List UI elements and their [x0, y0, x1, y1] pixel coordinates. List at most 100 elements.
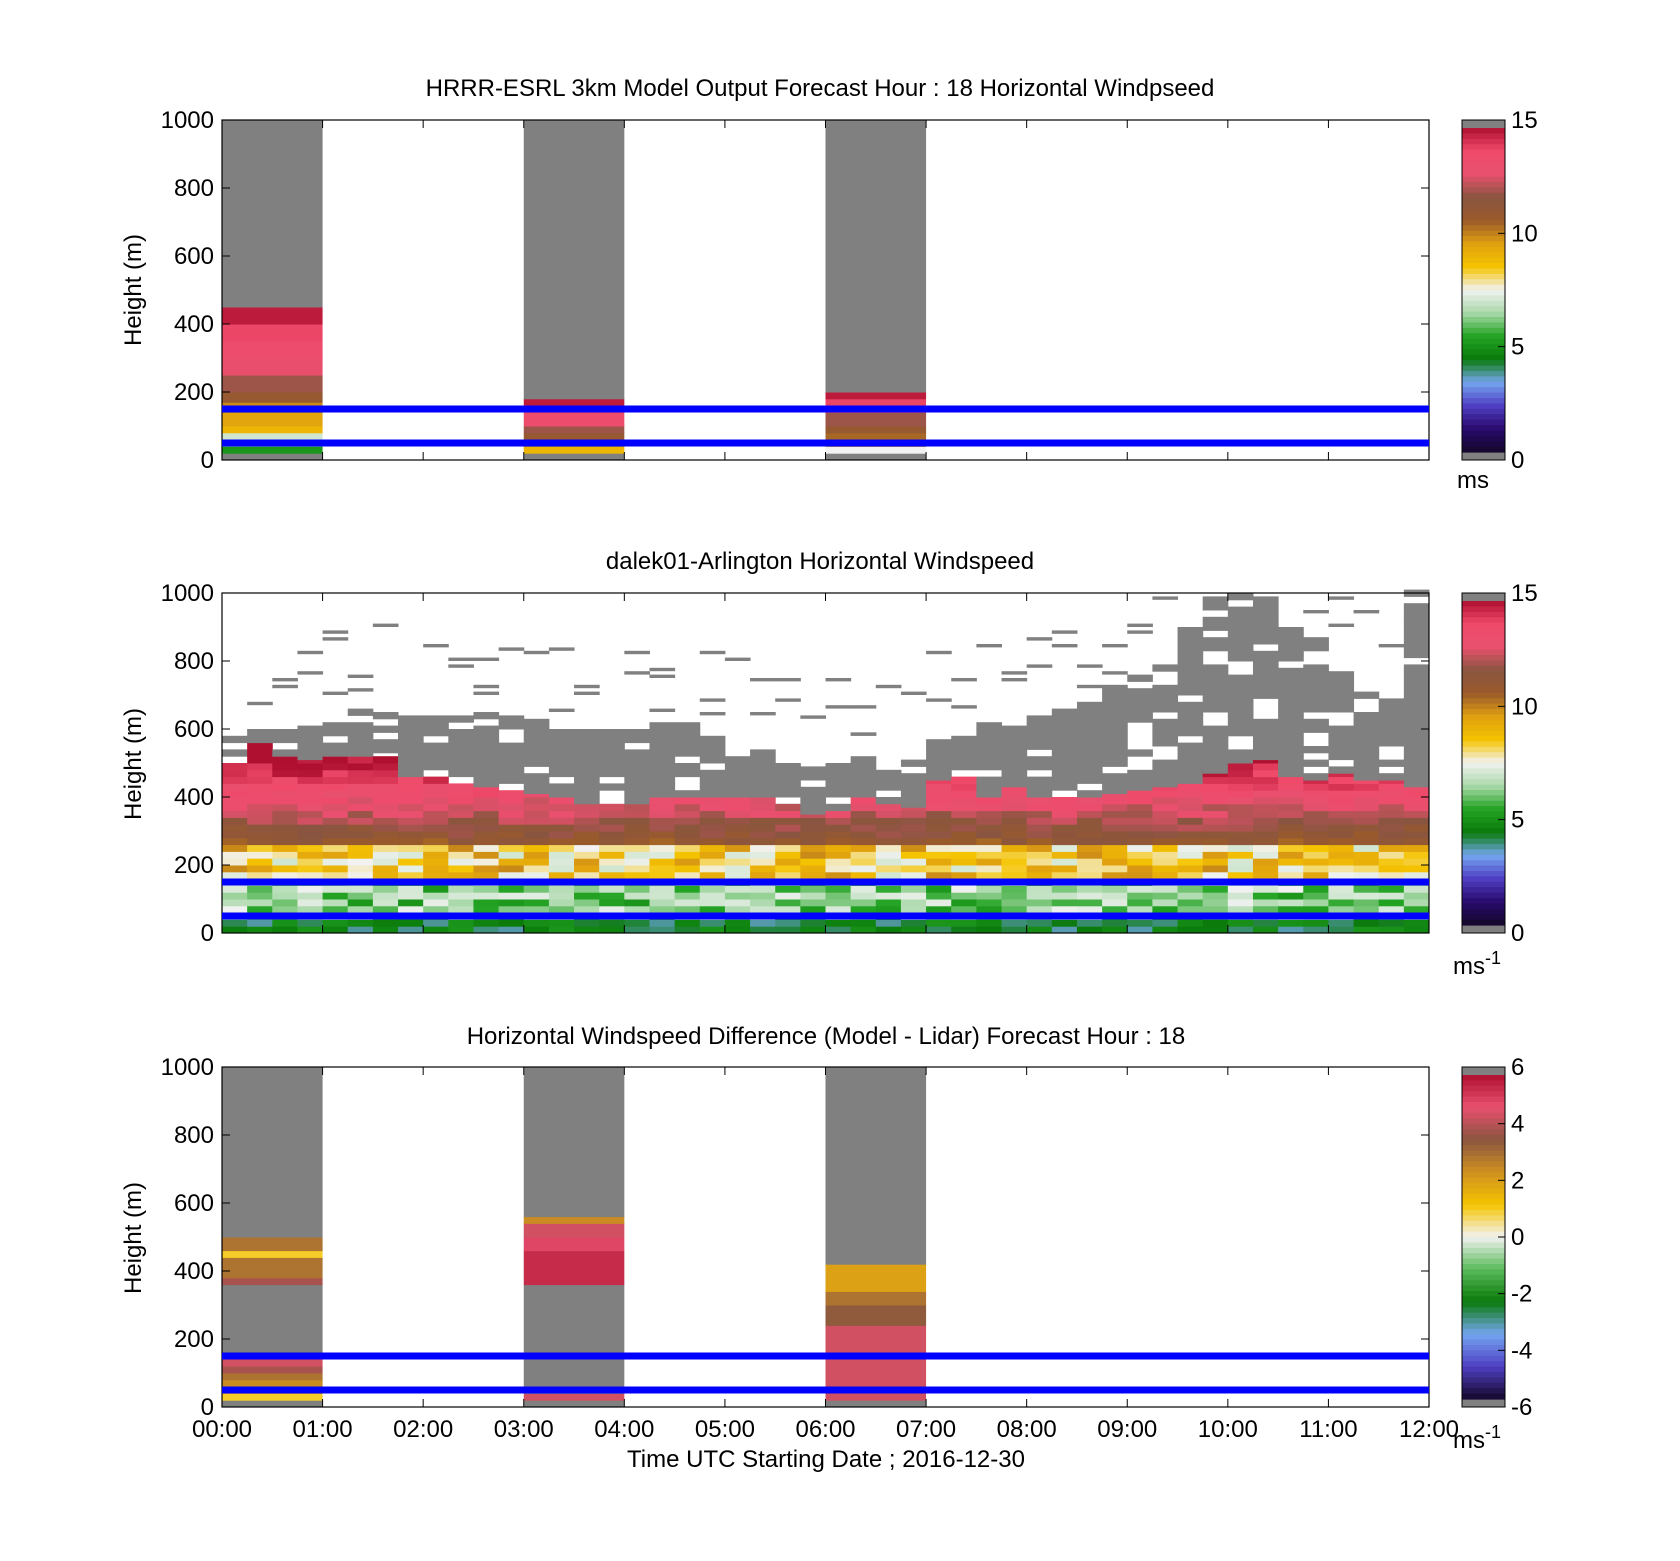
lidar-cell: [1303, 885, 1329, 893]
lidar-missing-cell: [372, 725, 399, 733]
lidar-cell: [1278, 899, 1304, 907]
lidar-cell: [423, 851, 449, 859]
lidar-cell: [222, 763, 248, 771]
lidar-cell: [548, 905, 575, 914]
lidar-missing-cell: [926, 752, 952, 761]
lidar-cell: [548, 892, 575, 900]
lidar-cell: [1152, 892, 1179, 900]
lidar-missing-cell: [523, 725, 550, 733]
lidar-cell: [1353, 783, 1380, 791]
lidar-cell: [322, 803, 349, 812]
lidar-cell: [900, 817, 927, 825]
y-tick-label: 0: [201, 447, 214, 474]
lidar-cell: [247, 769, 273, 778]
lidar-cell: [398, 851, 424, 859]
lidar-missing-cell: [574, 742, 600, 750]
lidar-cell: [1328, 797, 1355, 805]
lidar-missing-cell: [1403, 698, 1430, 706]
lidar-cell: [1378, 844, 1405, 852]
lidar-cell: [272, 790, 298, 798]
colorbar-swatch: [1462, 1215, 1505, 1222]
lidar-missing-cell: [699, 769, 726, 778]
lidar-cell: [800, 871, 826, 880]
lidar-cell: [800, 824, 826, 832]
lidar-missing-cell: [850, 756, 877, 764]
lidar-missing-cell: [1403, 746, 1430, 754]
colorbar-swatch: [1462, 225, 1505, 232]
lidar-cell: [1152, 844, 1179, 852]
lidar-cell: [951, 790, 977, 798]
lidar-missing-cell: [1328, 732, 1355, 740]
lidar-cell: [699, 824, 726, 832]
colorbar-swatch: [1462, 408, 1505, 415]
colorbar-swatch: [1462, 344, 1505, 350]
lidar-missing-cell: [1102, 739, 1128, 747]
lidar-cell: [850, 905, 877, 914]
lidar-missing-cell: [1303, 644, 1329, 652]
lidar-cell: [1403, 905, 1430, 914]
colorbar-under: [1462, 452, 1505, 460]
lidar-missing-cell: [649, 749, 676, 757]
lidar-missing-cell: [1227, 756, 1254, 764]
lidar-missing-cell: [1001, 752, 1028, 761]
lidar-cell: [900, 885, 927, 893]
colorbar-swatch: [1462, 209, 1505, 215]
lidar-cell: [750, 817, 776, 825]
data-cell: [825, 398, 927, 407]
x-tick-label: 04:00: [594, 1416, 654, 1443]
lidar-missing-cell: [1026, 715, 1053, 723]
lidar-cell: [926, 905, 952, 914]
lidar-missing-cell: [1152, 705, 1179, 713]
colorbar-swatch: [1462, 1156, 1505, 1162]
colorbar-swatch: [1462, 1377, 1505, 1384]
lidar-cell: [900, 905, 927, 914]
lidar-cell: [724, 803, 751, 812]
lidar-missing-cell: [1328, 746, 1355, 754]
lidar-missing-cell: [1026, 722, 1053, 730]
lidar-missing-cell: [750, 756, 776, 764]
lidar-cell: [272, 919, 298, 927]
lidar-cell: [775, 858, 801, 866]
lidar-cell: [750, 871, 776, 880]
colorbar-swatch: [1462, 1210, 1505, 1216]
lidar-cell: [1102, 837, 1128, 846]
lidar-cell: [372, 865, 399, 873]
lidar-cell: [398, 797, 424, 805]
lidar-missing-cell: [1177, 756, 1204, 764]
lidar-missing-cell: [1278, 681, 1304, 689]
lidar-missing-cell: [1177, 667, 1204, 676]
lidar-missing-cell: [699, 742, 726, 750]
lidar-missing-cell: [926, 773, 952, 781]
lidar-missing-cell: [1278, 695, 1304, 703]
lidar-missing-cell: [448, 749, 474, 757]
lidar-cell: [398, 844, 424, 852]
lidar-cell: [1177, 831, 1204, 839]
lidar-missing-cell: [1227, 708, 1254, 716]
lidar-cell: [976, 851, 1003, 859]
lidar-cell: [1127, 810, 1153, 818]
lidar-cell: [1076, 797, 1103, 805]
colorbar-swatch: [1462, 398, 1505, 404]
lidar-missing-cell: [674, 735, 701, 744]
lidar-cell: [775, 905, 801, 914]
lidar-cell: [423, 858, 449, 866]
lidar-missing-cell: [574, 749, 600, 757]
lidar-cell: [649, 899, 676, 907]
lidar-cell: [1026, 844, 1053, 852]
colorbar-swatch: [1462, 387, 1505, 394]
lidar-cell: [1353, 790, 1380, 798]
lidar-cell: [423, 865, 449, 873]
lidar-cell: [1051, 905, 1078, 914]
lidar-cell: [900, 899, 927, 907]
lidar-cell: [574, 837, 600, 846]
lidar-missing-cell: [850, 776, 877, 784]
lidar-cell: [574, 831, 600, 839]
lidar-missing-cell: [1252, 623, 1279, 631]
lidar-cell: [875, 899, 902, 907]
lidar-cell: [1001, 831, 1028, 839]
lidar-cell: [649, 803, 676, 812]
lidar-cell: [1127, 905, 1153, 914]
data-cell: [523, 1216, 625, 1224]
lidar-cell: [900, 919, 927, 927]
